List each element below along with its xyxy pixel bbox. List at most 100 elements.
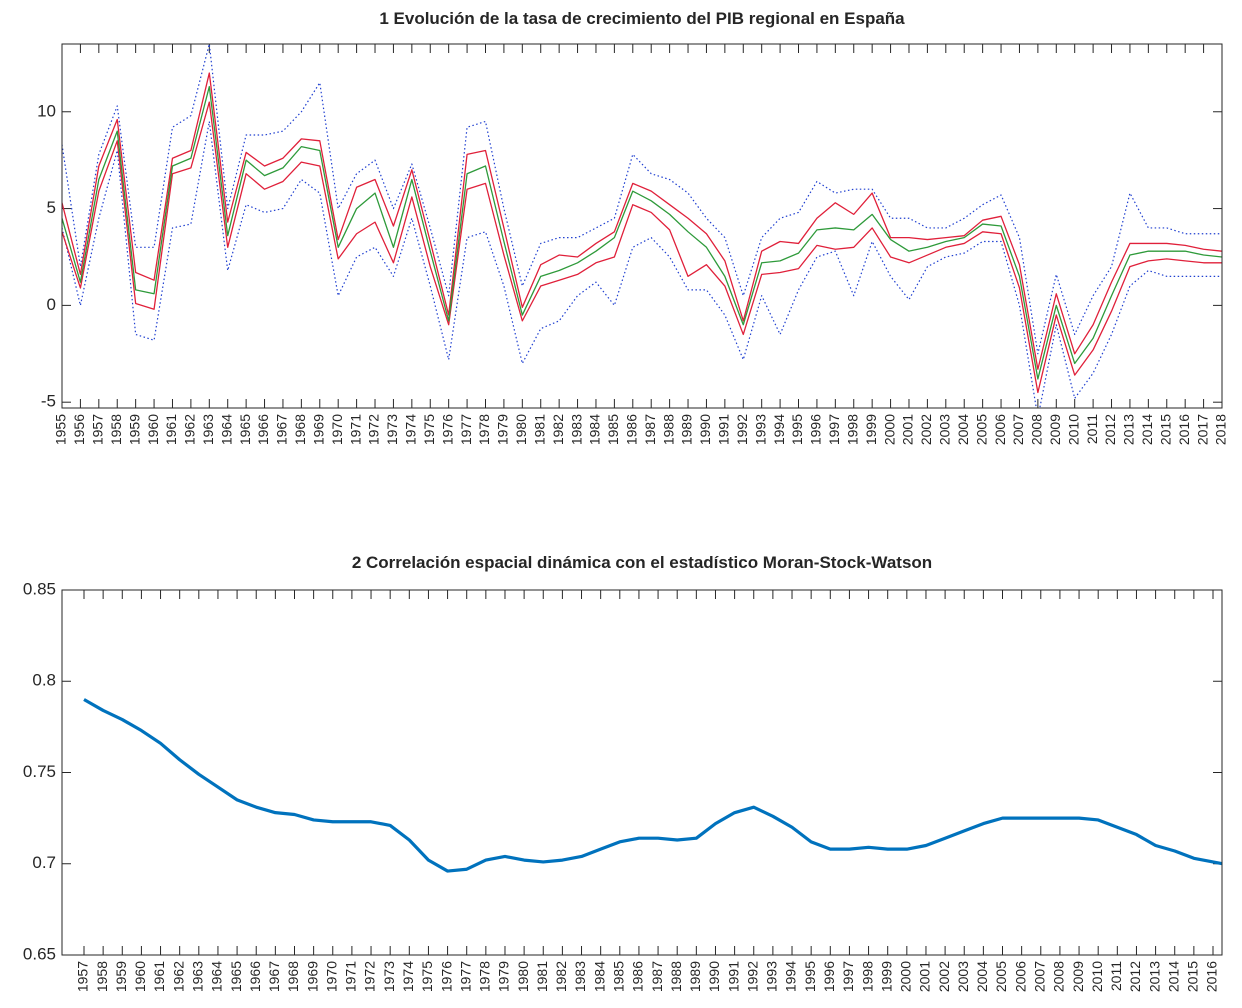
x-tick-label: 2015 (1157, 414, 1173, 445)
x-tick-label: 1978 (477, 961, 493, 992)
x-tick-label: 1959 (113, 961, 129, 992)
subplot: 2 Correlación espacial dinámica con el e… (23, 553, 1223, 992)
plot-area (62, 44, 1222, 408)
x-tick-label: 1989 (687, 961, 703, 992)
x-tick-label: 1976 (438, 961, 454, 992)
x-tick-label: 1968 (285, 961, 301, 992)
x-tick-label: 1967 (274, 414, 290, 445)
x-tick-label: 1982 (553, 961, 569, 992)
x-tick-label: 1995 (802, 961, 818, 992)
y-tick-label: 0.7 (32, 853, 56, 872)
x-tick-label: 1961 (163, 414, 179, 445)
x-tick-label: 1963 (200, 414, 216, 445)
x-tick-label: 2013 (1146, 961, 1162, 992)
x-tick-label: 1978 (476, 414, 492, 445)
y-tick-label: 0 (47, 295, 56, 314)
x-tick-label: 1964 (209, 961, 225, 992)
x-tick-label: 2001 (917, 961, 933, 992)
x-tick-label: 1970 (329, 414, 345, 445)
x-tick-label: 1966 (247, 961, 263, 992)
x-tick-label: 2010 (1065, 414, 1081, 445)
x-tick-label: 2000 (881, 414, 897, 445)
x-tick-label: 2002 (936, 961, 952, 992)
x-tick-label: 2002 (918, 414, 934, 445)
x-tick-label: 1993 (764, 961, 780, 992)
x-tick-label: 1966 (255, 414, 271, 445)
x-tick-label: 1996 (808, 414, 824, 445)
x-tick-label: 2009 (1047, 414, 1063, 445)
x-tick-label: 2000 (898, 961, 914, 992)
x-tick-label: 2016 (1204, 961, 1220, 992)
data-line (83, 698, 1222, 873)
y-tick-label: 0.75 (23, 762, 56, 781)
x-tick-label: 1980 (515, 961, 531, 992)
x-tick-label: 2011 (1084, 414, 1100, 444)
x-tick-label: 1993 (752, 414, 768, 445)
x-tick-label: 2005 (993, 961, 1009, 992)
x-tick-label: 1963 (190, 961, 206, 992)
x-tick-label: 1977 (457, 961, 473, 992)
x-tick-label: 2014 (1165, 961, 1181, 992)
x-tick-label: 2005 (973, 414, 989, 445)
x-tick-label: 1957 (75, 961, 91, 992)
x-tick-label: 1998 (844, 414, 860, 445)
x-tick-label: 1990 (697, 414, 713, 445)
x-tick-label: 1986 (623, 414, 639, 445)
y-tick-label: 10 (37, 101, 56, 120)
x-tick-label: 1955 (53, 414, 69, 445)
x-tick-label: 2003 (937, 414, 953, 445)
x-tick-label: 2010 (1089, 961, 1105, 992)
x-tick-label: 1999 (863, 414, 879, 445)
x-tick-label: 2001 (900, 414, 916, 445)
x-tick-label: 1965 (228, 961, 244, 992)
x-tick-label: 1961 (151, 961, 167, 992)
subplot: 1 Evolución de la tasa de crecimiento de… (37, 9, 1229, 445)
x-tick-label: 1975 (421, 414, 437, 445)
x-tick-label: 1973 (384, 414, 400, 445)
chart-title: 2 Correlación espacial dinámica con el e… (352, 553, 932, 572)
plot-area (62, 590, 1222, 955)
x-tick-label: 2007 (1031, 961, 1047, 992)
x-tick-label: 2018 (1213, 414, 1229, 445)
x-tick-label: 1969 (310, 414, 326, 445)
x-tick-label: 1992 (734, 414, 750, 445)
x-tick-label: 2008 (1051, 961, 1067, 992)
x-tick-label: 1965 (237, 414, 253, 445)
x-tick-label: 1976 (439, 414, 455, 445)
x-tick-label: 1968 (292, 414, 308, 445)
x-tick-label: 1988 (660, 414, 676, 445)
x-tick-label: 1998 (859, 961, 875, 992)
x-tick-label: 1971 (347, 414, 363, 445)
x-tick-label: 2013 (1121, 414, 1137, 445)
x-tick-label: 1956 (71, 414, 87, 445)
x-tick-label: 1975 (419, 961, 435, 992)
x-tick-label: 2006 (992, 414, 1008, 445)
y-tick-label: -5 (41, 392, 56, 411)
x-tick-label: 1997 (840, 961, 856, 992)
axes-box (61, 589, 1223, 956)
x-tick-label: 1997 (826, 414, 842, 445)
x-tick-label: 2006 (1012, 961, 1028, 992)
x-tick-label: 1960 (145, 414, 161, 445)
x-tick-label: 2017 (1194, 414, 1210, 445)
x-tick-label: 1985 (610, 961, 626, 992)
x-tick-label: 1967 (266, 961, 282, 992)
x-tick-label: 1982 (550, 414, 566, 445)
x-tick-label: 1987 (649, 961, 665, 992)
x-tick-label: 1972 (362, 961, 378, 992)
x-tick-label: 1984 (587, 414, 603, 445)
x-tick-label: 1987 (642, 414, 658, 445)
x-tick-label: 1985 (605, 414, 621, 445)
x-tick-label: 1999 (878, 961, 894, 992)
x-tick-label: 2004 (974, 961, 990, 992)
x-tick-label: 1986 (630, 961, 646, 992)
x-tick-label: 1983 (572, 961, 588, 992)
x-tick-label: 1988 (668, 961, 684, 992)
x-tick-label: 2008 (1029, 414, 1045, 445)
y-tick-label: 0.8 (32, 671, 56, 690)
x-tick-label: 1959 (126, 414, 142, 445)
x-tick-label: 1969 (304, 961, 320, 992)
x-tick-label: 1984 (591, 961, 607, 992)
x-tick-label: 2004 (955, 414, 971, 445)
